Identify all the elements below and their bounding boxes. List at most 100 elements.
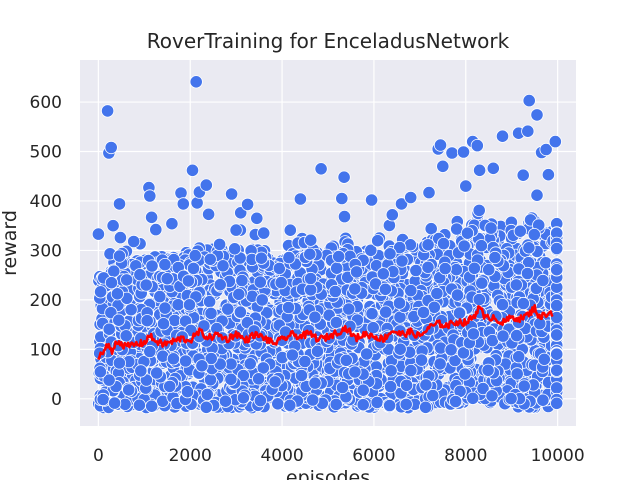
scatter-point bbox=[133, 268, 147, 282]
scatter-point bbox=[395, 254, 409, 268]
scatter-point bbox=[132, 398, 146, 412]
scatter-point bbox=[342, 302, 356, 316]
scatter-point bbox=[253, 393, 267, 408]
moving-average-line bbox=[97, 304, 554, 361]
scatter-point bbox=[260, 306, 274, 320]
scatter-point bbox=[101, 104, 115, 118]
scatter-point bbox=[539, 256, 553, 270]
scatter-point bbox=[96, 392, 110, 407]
scatter-point bbox=[550, 310, 564, 325]
chart-title: RoverTraining for EnceladusNetwork bbox=[147, 29, 510, 53]
scatter-point bbox=[102, 373, 116, 387]
x-tick-label: 6000 bbox=[352, 446, 395, 466]
scatter-point bbox=[457, 239, 471, 253]
scatter-point bbox=[452, 306, 467, 320]
scatter-point bbox=[399, 378, 414, 392]
scatter-point bbox=[466, 327, 480, 341]
scatter-point bbox=[484, 221, 498, 235]
scatter-point bbox=[495, 129, 510, 143]
x-tick-label: 8000 bbox=[444, 446, 487, 466]
y-tick-label: 100 bbox=[30, 340, 62, 360]
y-axis-label: reward bbox=[0, 210, 21, 276]
scatter-point bbox=[122, 383, 136, 397]
scatter-point bbox=[433, 138, 448, 152]
x-tick-label: 0 bbox=[93, 446, 104, 466]
scatter-point bbox=[550, 381, 564, 395]
scatter-point bbox=[241, 197, 255, 211]
scatter-point bbox=[257, 226, 271, 240]
scatter-point bbox=[308, 376, 322, 390]
scatter-point bbox=[548, 135, 562, 149]
scatter-point bbox=[185, 163, 200, 177]
scatter-point bbox=[204, 306, 218, 320]
scatter-point bbox=[349, 265, 364, 279]
scatter-point bbox=[94, 285, 108, 299]
scatter-point bbox=[539, 142, 553, 157]
scatter-point bbox=[145, 210, 159, 224]
scatter-point bbox=[243, 357, 257, 371]
scatter-point bbox=[517, 379, 531, 393]
scatter-point bbox=[150, 366, 164, 380]
scatter-point bbox=[456, 346, 471, 360]
scatter-point bbox=[450, 288, 465, 302]
scatter-point bbox=[337, 170, 351, 184]
scatter-point bbox=[308, 310, 322, 324]
scatter-point bbox=[376, 267, 390, 281]
scatter-point bbox=[476, 381, 490, 396]
scatter-point bbox=[438, 261, 452, 276]
scatter-point bbox=[537, 352, 551, 366]
scatter-point bbox=[392, 296, 407, 310]
scatter-point bbox=[254, 251, 268, 265]
scatter-point bbox=[436, 159, 450, 173]
scatter-point bbox=[384, 364, 398, 378]
scatter-point bbox=[189, 75, 203, 89]
scatter-point bbox=[203, 252, 217, 266]
moving-average-layer bbox=[97, 304, 554, 361]
scatter-point bbox=[383, 247, 397, 261]
scatter-point bbox=[335, 191, 349, 206]
scatter-points bbox=[91, 75, 564, 415]
scatter-point bbox=[422, 186, 436, 200]
scatter-point bbox=[530, 188, 544, 202]
scatter-point bbox=[496, 329, 510, 343]
scatter-point bbox=[472, 203, 486, 217]
scatter-point bbox=[329, 397, 343, 411]
scatter-point bbox=[200, 387, 214, 401]
scatter-point bbox=[522, 241, 536, 255]
scatter-point bbox=[550, 347, 564, 361]
x-axis-label: episodes bbox=[286, 467, 370, 480]
y-tick-label: 400 bbox=[30, 192, 62, 212]
scatter-point bbox=[134, 364, 148, 378]
scatter-point bbox=[404, 363, 418, 378]
scatter-point bbox=[550, 396, 564, 410]
scatter-point bbox=[348, 282, 362, 296]
scatter-point bbox=[203, 373, 218, 387]
scatter-point bbox=[174, 186, 188, 200]
scatter-point bbox=[179, 354, 193, 368]
scatter-point bbox=[255, 293, 269, 307]
x-tick-label: 4000 bbox=[260, 446, 303, 466]
scatter-point bbox=[335, 380, 350, 395]
scatter-point bbox=[409, 263, 423, 278]
scatter-point bbox=[364, 193, 379, 207]
scatter-point bbox=[112, 197, 127, 211]
scatter-point bbox=[394, 197, 409, 211]
scatter-point bbox=[379, 305, 393, 319]
scatter-point bbox=[285, 348, 299, 362]
scatter-point bbox=[190, 196, 204, 210]
scatter-point bbox=[421, 238, 435, 252]
scatter-point bbox=[153, 289, 167, 304]
scatter-point bbox=[163, 379, 177, 393]
scatter-point bbox=[268, 375, 282, 389]
scatter-point bbox=[399, 397, 413, 411]
scatter-point bbox=[472, 292, 486, 307]
scatter-point bbox=[448, 394, 463, 409]
scatter-point bbox=[522, 94, 536, 108]
scatter-point bbox=[419, 378, 433, 392]
scatter-point bbox=[364, 243, 378, 257]
scatter-point bbox=[168, 313, 182, 327]
scatter-point bbox=[91, 227, 106, 241]
scatter-point bbox=[510, 328, 524, 343]
scatter-point bbox=[510, 367, 524, 381]
scatter-point bbox=[404, 190, 418, 205]
